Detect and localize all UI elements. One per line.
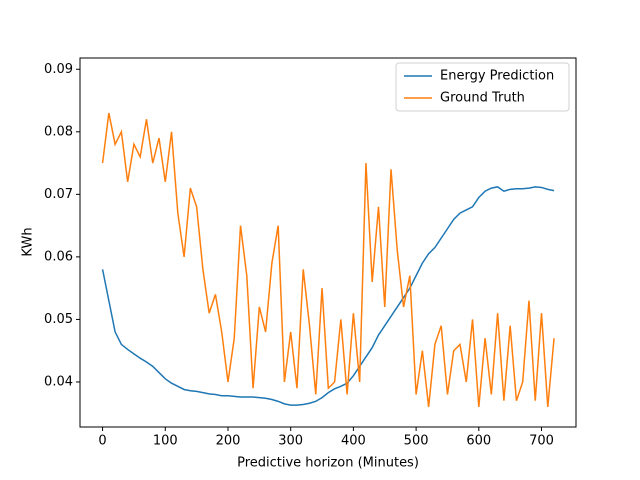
y-tick-label: 0.06 xyxy=(44,249,73,264)
legend-box xyxy=(395,62,570,112)
x-tick-label: 600 xyxy=(466,434,491,449)
x-tick-label: 200 xyxy=(216,434,241,449)
y-tick-label: 0.05 xyxy=(44,312,73,327)
x-tick-label: 400 xyxy=(341,434,366,449)
y-tick-label: 0.09 xyxy=(44,62,73,77)
x-axis-label: Predictive horizon (Minutes) xyxy=(237,456,419,471)
y-tick-label: 0.08 xyxy=(44,124,73,139)
y-axis-label: KWh xyxy=(21,227,36,256)
plot-frame xyxy=(79,57,577,428)
x-tick-label: 300 xyxy=(278,434,303,449)
y-tick-label: 0.07 xyxy=(44,187,73,202)
x-tick-label: 0 xyxy=(98,434,106,449)
y-tick-label: 0.04 xyxy=(44,374,73,389)
series-line xyxy=(101,186,555,406)
x-tick-label: 100 xyxy=(153,434,178,449)
x-tick-label: 500 xyxy=(404,434,429,449)
series-line xyxy=(101,112,555,408)
legend-label: Ground Truth xyxy=(440,91,525,106)
legend-label: Energy Prediction xyxy=(440,69,554,84)
x-tick-label: 700 xyxy=(529,434,554,449)
